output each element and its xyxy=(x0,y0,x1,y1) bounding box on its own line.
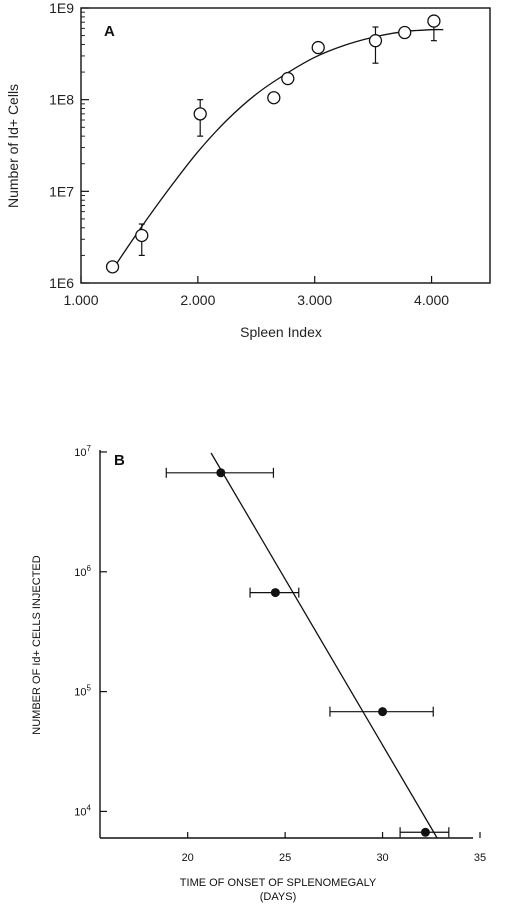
chart-b-y-tick-label: 107 xyxy=(74,444,91,459)
chart-b-x-axis-label: TIME OF ONSET OF SPLENOMEGALY xyxy=(180,877,377,889)
chart-b-point xyxy=(378,707,388,717)
chart-a-point xyxy=(398,25,412,40)
chart-a-point xyxy=(281,71,295,86)
chart-b-x-axis-label-units: (DAYS) xyxy=(260,891,296,903)
chart-b-fit-line xyxy=(210,452,438,839)
chart-a-panel-label: A xyxy=(104,23,115,40)
chart-b-x-tick-label: 25 xyxy=(279,852,291,864)
chart-a-y-tick-label: 1E8 xyxy=(49,92,74,108)
chart-a-x-tick-label: 3.000 xyxy=(297,292,332,308)
chart-a-y-axis-label: Number of Id+ Cells xyxy=(5,84,21,208)
chart-b-y-tick-label: 104 xyxy=(74,803,91,818)
chart-b: B 104 105 106 107 20 25 30 35 TIME OF ONSET OF… xyxy=(31,444,486,903)
chart-a-x-tick-label: 1.000 xyxy=(63,292,98,308)
chart-a-point xyxy=(105,260,120,274)
chart-a-frame xyxy=(80,7,491,284)
chart-a-fit-curve xyxy=(112,28,444,270)
chart-a-x-tick-label: 4.000 xyxy=(414,292,449,308)
chart-b-x-tick-label: 20 xyxy=(182,852,194,864)
chart-b-x-tick-label: 35 xyxy=(474,852,486,864)
chart-b-y-axis-label: NUMBER OF Id+ CELLS INJECTED xyxy=(31,555,43,734)
chart-b-y-tick-label: 106 xyxy=(74,564,91,579)
chart-a-point xyxy=(311,40,325,55)
chart-b-point xyxy=(270,588,280,598)
chart-a: A 1E6 1E7 1E8 1E9 1.000 2.000 3.000 4.000 Sple… xyxy=(5,0,491,340)
chart-b-point xyxy=(420,827,430,837)
chart-a-point xyxy=(193,107,207,121)
chart-b-y-tick-label: 105 xyxy=(74,684,91,699)
chart-a-point xyxy=(267,91,281,105)
chart-a-x-tick-label: 2.000 xyxy=(180,292,215,308)
chart-a-point xyxy=(135,228,149,243)
chart-a-point xyxy=(368,34,383,48)
chart-a-y-tick-label: 1E7 xyxy=(49,183,74,199)
chart-b-point xyxy=(216,468,226,478)
chart-a-x-axis-label: Spleen Index xyxy=(240,324,322,340)
chart-b-x-tick-label: 30 xyxy=(376,852,388,864)
chart-a-point xyxy=(427,14,441,28)
chart-a-y-tick-label: 1E6 xyxy=(49,275,74,291)
chart-b-panel-label: B xyxy=(114,452,125,469)
chart-a-y-tick-label: 1E9 xyxy=(49,0,74,16)
